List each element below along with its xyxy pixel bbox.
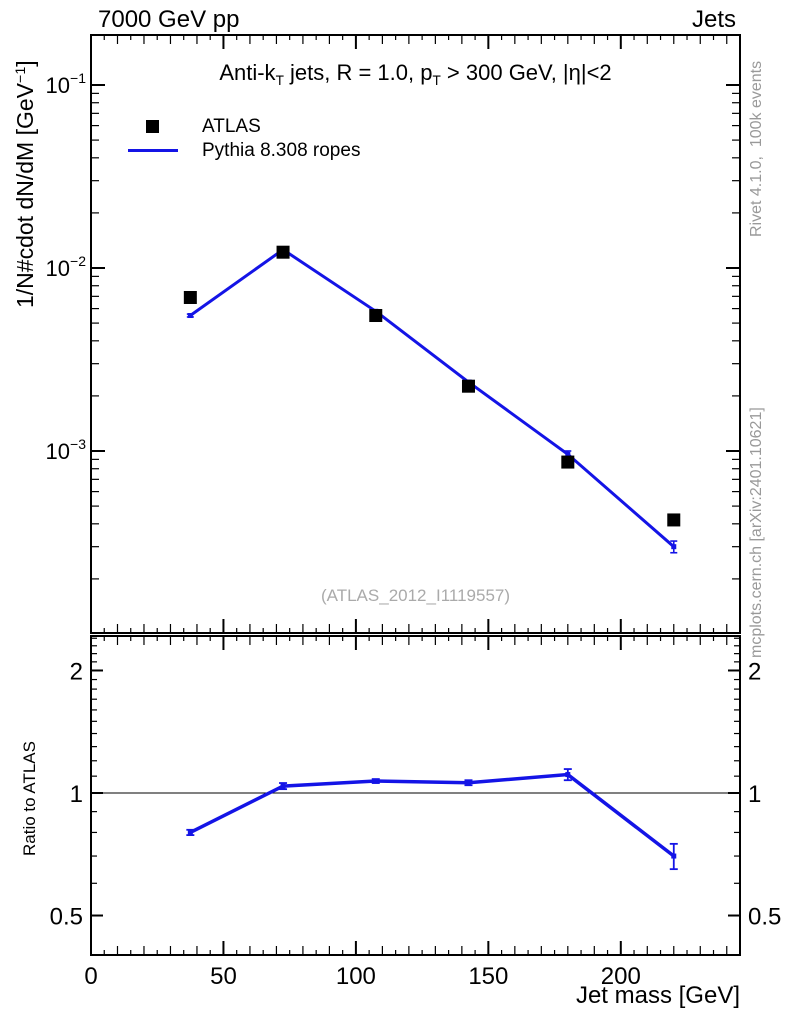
ratio-tick-label-right: 0.5 — [748, 904, 781, 931]
y-tick-label: 10−1 — [46, 70, 87, 98]
x-tick-label: 150 — [468, 963, 508, 990]
pythia-point-marker — [671, 544, 677, 550]
ratio-point-marker — [373, 778, 379, 784]
ratio-tick-label-right: 2 — [748, 658, 761, 685]
x-tick-label: 0 — [84, 963, 97, 990]
legend-label-atlas: ATLAS — [202, 116, 261, 137]
ratio-curve — [189, 772, 675, 858]
ratio-point-marker — [671, 853, 677, 859]
ratio-point-marker — [187, 829, 193, 835]
side-note-mcplots-arxiv: mcplots.cern.ch [arXiv:2401.10621] — [748, 407, 765, 658]
x-tick-label: 200 — [601, 963, 641, 990]
atlas-data-point — [183, 290, 197, 304]
x-tick-label: 100 — [336, 963, 376, 990]
ratio-panel-frame — [90, 635, 741, 956]
pythia-point-marker — [565, 451, 571, 457]
ratio-point-marker — [565, 772, 571, 778]
main-panel-frame — [90, 34, 741, 634]
plot-title: Anti-kT jets, R = 1.0, pT > 300 GeV, |η|… — [219, 60, 612, 88]
atlas-data-point — [369, 309, 383, 323]
y-tick-label: 10−2 — [46, 253, 87, 281]
y-tick-label: 10−3 — [46, 436, 87, 464]
x-tick-label: 50 — [210, 963, 237, 990]
header-analysis-group: Jets — [691, 6, 736, 33]
y-axis-label: 1/N#cdot dN/dM [GeV−1] — [12, 60, 38, 308]
pythia-line-icon — [128, 149, 178, 152]
legend-label-pythia: Pythia 8.308 ropes — [202, 140, 361, 161]
pythia-point-marker — [187, 313, 193, 319]
analysis-id-watermark: (ATLAS_2012_I1119557) — [320, 586, 511, 605]
atlas-square-marker-icon — [146, 120, 159, 133]
atlas-data-point — [461, 379, 475, 393]
ratio-point-marker — [465, 780, 471, 786]
ratio-tick-label-left: 0.5 — [50, 904, 83, 931]
ratio-tick-label-left: 2 — [70, 658, 83, 685]
ratio-point-marker — [280, 783, 286, 789]
atlas-data-point — [667, 513, 681, 527]
pythia-curve — [189, 247, 675, 548]
ratio-y-axis-label: Ratio to ATLAS — [20, 741, 39, 856]
side-note-rivet-version: Rivet 4.1.0, 100k events — [748, 60, 765, 237]
x-axis-label: Jet mass [GeV] — [575, 982, 740, 1009]
ratio-tick-label-right: 1 — [748, 781, 761, 808]
atlas-data-point — [561, 455, 575, 469]
header-beam-energy: 7000 GeV pp — [98, 6, 240, 33]
atlas-data-point — [276, 245, 290, 259]
ratio-tick-label-left: 1 — [70, 781, 83, 808]
